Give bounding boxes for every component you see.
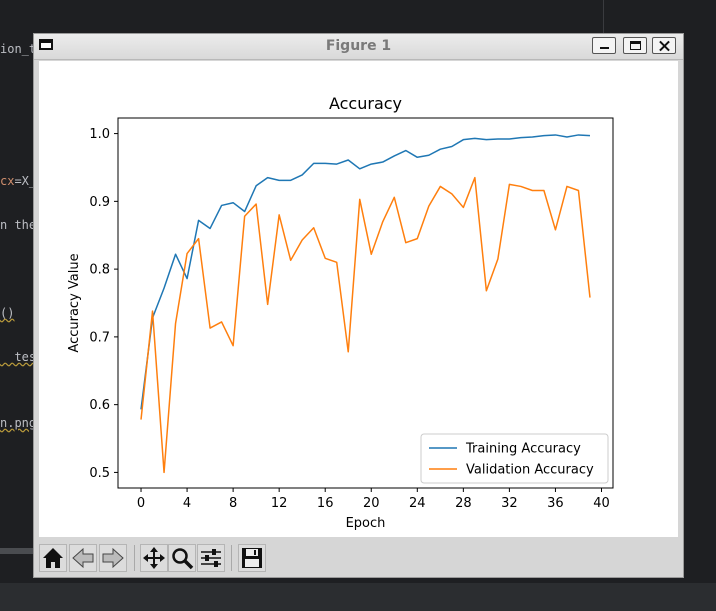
chart-title: Accuracy bbox=[329, 94, 402, 113]
x-tick-label: 16 bbox=[317, 496, 334, 511]
code-line: () bbox=[0, 306, 15, 320]
x-tick-label: 8 bbox=[229, 496, 237, 511]
close-button[interactable] bbox=[652, 37, 676, 54]
home-icon bbox=[43, 548, 63, 568]
y-tick-label: 0.5 bbox=[89, 466, 110, 481]
x-axis-label: Epoch bbox=[346, 516, 386, 531]
figure-canvas[interactable]: 0 4 8 12 16 20 24 28 32 36 40 0.5 0.6 0.7 0.8 0.9 1.0 Ac… bbox=[39, 61, 678, 537]
x-tick-label: 12 bbox=[271, 496, 288, 511]
x-tick-label: 4 bbox=[183, 496, 191, 511]
code-line: cx=X_ bbox=[0, 174, 37, 188]
x-tick-label: 40 bbox=[593, 496, 610, 511]
zoom-icon bbox=[172, 548, 194, 570]
series-line-validation bbox=[140, 176, 591, 474]
y-tick-label: 0.6 bbox=[89, 398, 110, 413]
y-tick-label: 0.8 bbox=[89, 263, 110, 278]
pan-icon bbox=[143, 547, 165, 569]
forward-icon bbox=[102, 547, 124, 569]
legend: Training Accuracy Validation Accuracy bbox=[420, 433, 609, 484]
x-tick-label: 0 bbox=[137, 496, 145, 511]
code-line: n the bbox=[0, 218, 37, 232]
window-icon bbox=[39, 39, 53, 50]
minimize-button[interactable] bbox=[592, 37, 616, 54]
y-tick-label: 0.9 bbox=[89, 195, 110, 210]
home-button[interactable] bbox=[39, 544, 67, 572]
navigation-toolbar bbox=[39, 539, 678, 575]
y-tick-label: 0.7 bbox=[89, 330, 110, 345]
toolbar-separator bbox=[231, 545, 232, 571]
editor-divider bbox=[603, 0, 604, 40]
maximize-button[interactable] bbox=[623, 37, 647, 54]
editor-scrollbar[interactable] bbox=[0, 548, 34, 554]
x-tick-label: 24 bbox=[409, 496, 426, 511]
legend-label: Validation Accuracy bbox=[466, 463, 594, 478]
save-button[interactable] bbox=[238, 544, 266, 572]
figure-window[interactable]: Figure 1 0 4 8 12 16 20 24 28 32 36 40 0.5 0.6 0.7 0.8… bbox=[33, 33, 684, 578]
editor-status-area bbox=[0, 583, 716, 611]
x-tick-label: 32 bbox=[501, 496, 518, 511]
x-tick-label: 20 bbox=[363, 496, 380, 511]
y-axis-label: Accuracy Value bbox=[67, 253, 82, 352]
x-tick-label: 28 bbox=[455, 496, 472, 511]
legend-label: Training Accuracy bbox=[465, 442, 581, 457]
configure-subplots-button[interactable] bbox=[197, 544, 225, 572]
configure-icon bbox=[201, 549, 221, 567]
save-icon bbox=[242, 548, 262, 568]
legend-box bbox=[420, 433, 609, 484]
code-line: n.png bbox=[0, 416, 37, 430]
back-button[interactable] bbox=[69, 544, 97, 572]
forward-button[interactable] bbox=[99, 544, 127, 572]
back-icon bbox=[72, 547, 94, 569]
plot-frame bbox=[117, 117, 614, 489]
toolbar-separator bbox=[134, 545, 135, 571]
series-line-training bbox=[140, 134, 591, 410]
window-title: Figure 1 bbox=[325, 38, 392, 54]
zoom-button[interactable] bbox=[168, 544, 196, 572]
x-tick-label: 36 bbox=[547, 496, 564, 511]
code-line: ion_t bbox=[0, 42, 37, 56]
title-bar[interactable]: Figure 1 bbox=[34, 34, 683, 60]
code-line: tes bbox=[0, 350, 37, 364]
pan-button[interactable] bbox=[140, 544, 168, 572]
accuracy-chart: 0 4 8 12 16 20 24 28 32 36 40 0.5 0.6 0.7 0.8 0.9 1.0 Ac… bbox=[39, 61, 678, 537]
y-tick-label: 1.0 bbox=[89, 127, 110, 142]
